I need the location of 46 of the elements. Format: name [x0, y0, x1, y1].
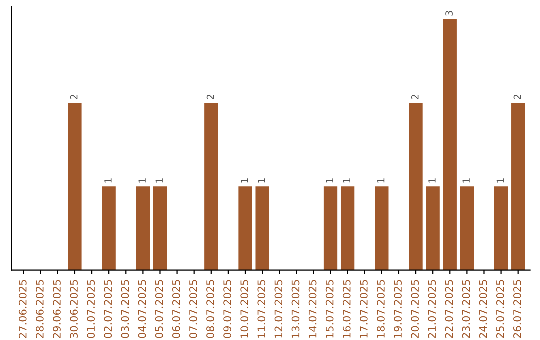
data-label: 1 — [428, 178, 436, 183]
data-label: 1 — [462, 178, 470, 183]
x-tick-label: 26.07.2025 — [513, 280, 522, 338]
data-label: 2 — [206, 95, 214, 100]
x-tick-label: 17.07.2025 — [360, 280, 368, 338]
x-tick-label: 30.06.2025 — [70, 280, 78, 338]
x-tick-label: 29.06.2025 — [53, 280, 61, 338]
x-tick-label: 18.07.2025 — [377, 280, 385, 338]
data-label: 1 — [496, 178, 504, 183]
x-tick-label: 04.07.2025 — [138, 280, 146, 338]
x-tick-label: 27.06.2025 — [18, 280, 27, 338]
data-label: 1 — [258, 178, 266, 183]
x-tick-label: 15.07.2025 — [326, 280, 334, 338]
x-tick-label: 23.07.2025 — [462, 280, 470, 338]
x-tick-label: 06.07.2025 — [172, 280, 180, 338]
data-label: 1 — [156, 178, 163, 183]
x-tick-label: 08.07.2025 — [206, 280, 214, 338]
x-tick-label: 21.07.2025 — [428, 280, 436, 338]
x-tick-label: 07.07.2025 — [189, 280, 198, 338]
x-tick-label: 10.07.2025 — [240, 280, 249, 338]
x-tick-label: 14.07.2025 — [308, 280, 317, 338]
data-label: 3 — [446, 11, 453, 16]
data-label: 1 — [241, 178, 248, 183]
data-label: 2 — [514, 95, 522, 100]
x-tick-label: 05.07.2025 — [155, 280, 164, 338]
x-tick-label: 16.07.2025 — [342, 280, 351, 338]
x-tick-label: 12.07.2025 — [274, 280, 283, 338]
data-label: 1 — [104, 178, 112, 183]
data-label: 1 — [343, 178, 350, 183]
x-tick-label: 20.07.2025 — [411, 280, 420, 338]
data-label: 1 — [326, 178, 334, 183]
x-tick-label: 01.07.2025 — [87, 280, 96, 338]
data-label: 1 — [138, 178, 146, 183]
data-label: 1 — [378, 178, 385, 183]
x-tick-label: 02.07.2025 — [104, 280, 112, 338]
x-tick-label: 19.07.2025 — [394, 280, 402, 338]
x-tick-label: 22.07.2025 — [445, 280, 454, 338]
data-label: 2 — [70, 95, 78, 100]
x-tick-label: 25.07.2025 — [496, 280, 504, 338]
x-tick-label: 24.07.2025 — [479, 280, 488, 338]
x-tick-label: 03.07.2025 — [121, 280, 130, 338]
data-label: 2 — [411, 95, 419, 100]
x-tick-label: 11.07.2025 — [258, 280, 266, 338]
x-tick-label: 09.07.2025 — [224, 280, 232, 338]
x-tick-label: 13.07.2025 — [292, 280, 300, 338]
x-tick-label: 28.06.2025 — [36, 280, 44, 338]
